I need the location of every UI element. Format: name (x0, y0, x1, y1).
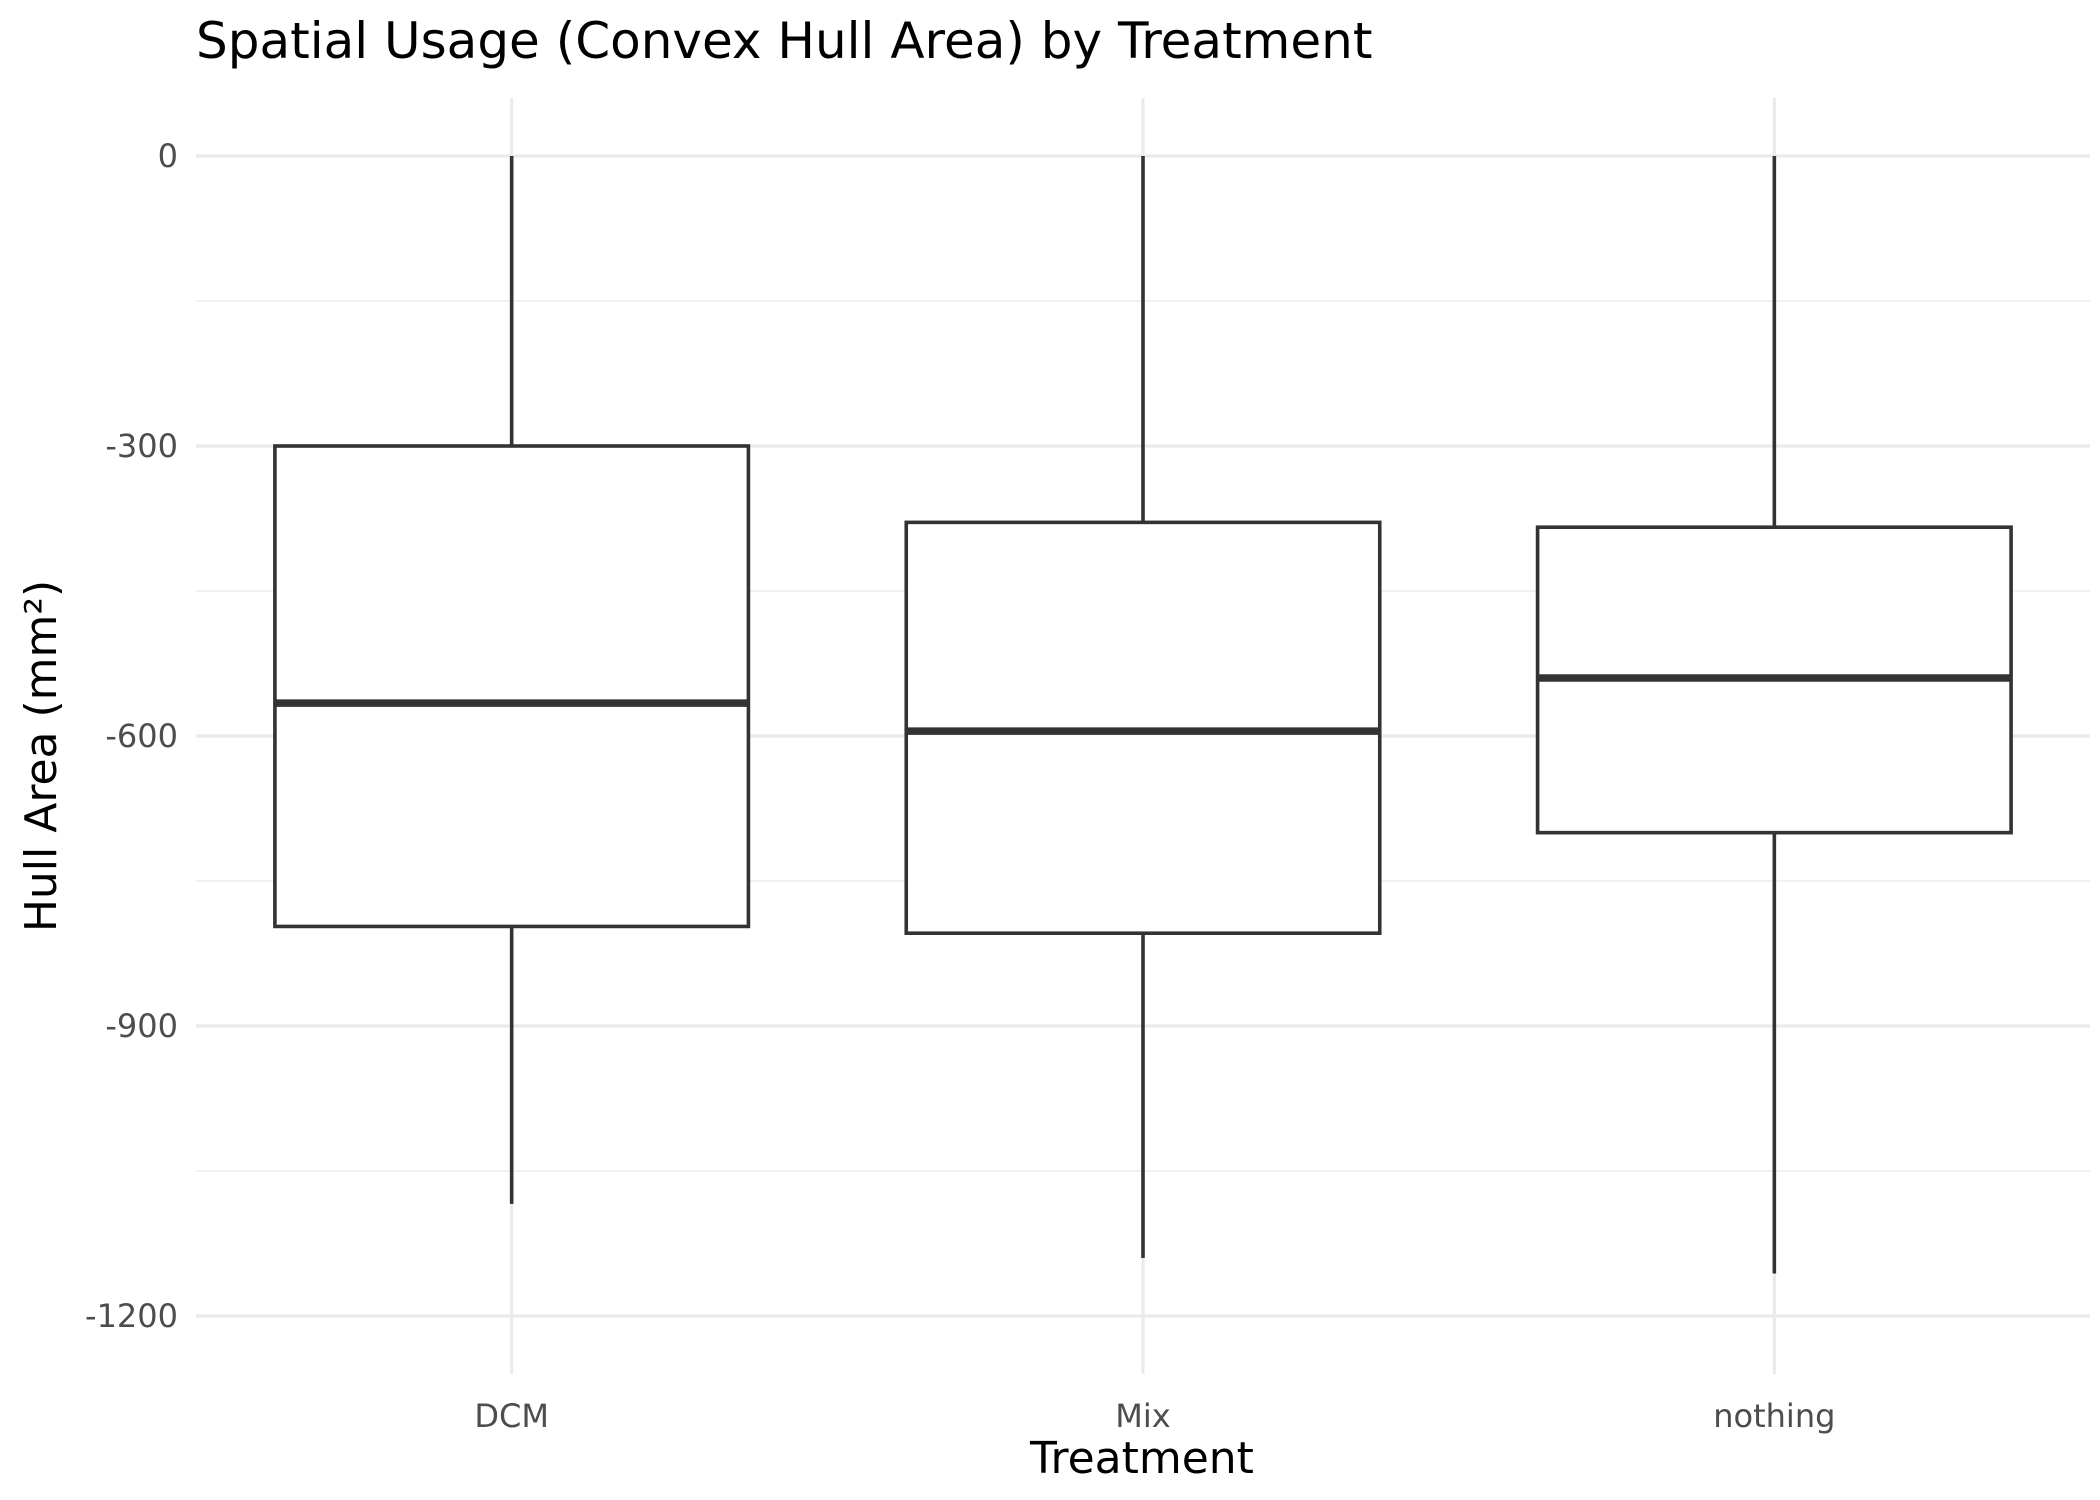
y-tick-label: -1200 (85, 1297, 178, 1335)
x-axis-title: Treatment (1029, 1433, 1254, 1484)
boxplot-mix (904, 156, 1382, 1258)
y-tick-label: 0 (158, 137, 178, 175)
y-tick-label: -300 (105, 427, 178, 465)
x-tick-label: nothing (1713, 1397, 1835, 1435)
y-axis-ticks: 0 -300 -600 -900 -1200 (85, 137, 178, 1335)
boxplot-nothing (1535, 156, 2013, 1274)
y-axis-title: Hull Area (mm²) (16, 580, 67, 932)
boxplot-dcm (273, 156, 751, 1204)
x-axis-ticks: DCM Mix nothing (474, 1397, 1835, 1435)
x-tick-label: Mix (1115, 1397, 1170, 1435)
x-tick-label: DCM (474, 1397, 549, 1435)
chart-title: Spatial Usage (Convex Hull Area) by Trea… (196, 12, 1372, 70)
y-tick-label: -900 (105, 1007, 178, 1045)
iqr-box (273, 444, 751, 929)
y-tick-label: -600 (105, 717, 178, 755)
boxplots (273, 156, 2013, 1274)
